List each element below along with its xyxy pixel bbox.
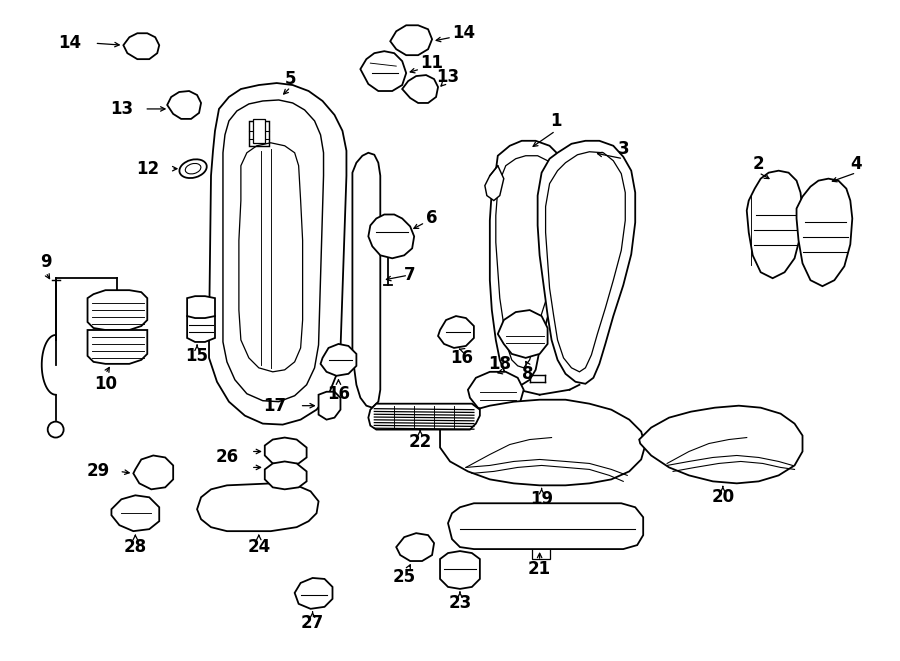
Polygon shape	[438, 316, 474, 348]
Text: 25: 25	[392, 568, 416, 586]
Text: 13: 13	[436, 68, 460, 86]
Polygon shape	[396, 533, 434, 561]
Text: 13: 13	[110, 100, 133, 118]
Text: 23: 23	[448, 594, 472, 612]
Text: 7: 7	[404, 266, 416, 284]
Bar	[275, 471, 296, 483]
Polygon shape	[294, 578, 332, 609]
Text: 28: 28	[124, 538, 147, 556]
Text: 11: 11	[420, 54, 444, 72]
Polygon shape	[209, 83, 346, 424]
Ellipse shape	[179, 159, 207, 178]
Polygon shape	[265, 438, 307, 465]
Polygon shape	[448, 503, 644, 549]
Polygon shape	[197, 483, 319, 531]
Text: 22: 22	[409, 432, 432, 451]
Polygon shape	[490, 141, 572, 385]
Polygon shape	[391, 25, 432, 55]
Text: 18: 18	[489, 355, 511, 373]
Polygon shape	[440, 400, 645, 485]
Text: 5: 5	[285, 70, 296, 88]
Text: 12: 12	[136, 160, 159, 178]
Text: 29: 29	[86, 463, 110, 481]
Polygon shape	[485, 166, 504, 200]
Polygon shape	[187, 312, 215, 342]
Bar	[275, 447, 296, 459]
Polygon shape	[123, 33, 159, 59]
Text: 6: 6	[427, 210, 437, 227]
Text: 10: 10	[94, 375, 117, 393]
Bar	[532, 545, 550, 559]
Text: 9: 9	[40, 253, 51, 271]
Polygon shape	[440, 551, 480, 589]
Polygon shape	[167, 91, 201, 119]
Text: 16: 16	[450, 349, 473, 367]
Polygon shape	[353, 153, 381, 408]
Polygon shape	[498, 310, 547, 358]
Polygon shape	[537, 141, 635, 384]
Polygon shape	[265, 461, 307, 489]
Text: 15: 15	[185, 347, 209, 365]
Polygon shape	[112, 495, 159, 531]
Polygon shape	[747, 171, 803, 278]
Polygon shape	[360, 51, 406, 91]
Polygon shape	[133, 455, 173, 489]
Polygon shape	[87, 330, 148, 364]
Text: 24: 24	[248, 538, 270, 556]
Text: 17: 17	[264, 397, 287, 414]
Text: 8: 8	[522, 365, 534, 383]
Text: 21: 21	[528, 560, 551, 578]
Polygon shape	[368, 214, 414, 258]
Text: 19: 19	[530, 490, 554, 508]
Bar	[245, 497, 261, 507]
Text: 1: 1	[550, 112, 562, 130]
Text: 4: 4	[850, 155, 862, 173]
Bar	[221, 497, 237, 507]
Polygon shape	[468, 372, 524, 414]
Polygon shape	[796, 178, 852, 286]
Polygon shape	[87, 290, 148, 330]
Text: 3: 3	[617, 139, 629, 158]
Bar	[266, 497, 283, 507]
Text: 26: 26	[216, 448, 239, 467]
Polygon shape	[402, 75, 438, 103]
Polygon shape	[319, 392, 340, 420]
Polygon shape	[248, 121, 269, 146]
Polygon shape	[187, 296, 215, 318]
Polygon shape	[253, 119, 265, 143]
Text: 14: 14	[453, 24, 475, 42]
Text: 2: 2	[753, 155, 764, 173]
Text: 14: 14	[58, 34, 82, 52]
Text: 20: 20	[711, 488, 734, 506]
Bar	[289, 497, 304, 507]
Polygon shape	[639, 406, 803, 483]
Text: 16: 16	[327, 385, 350, 403]
Polygon shape	[320, 344, 356, 376]
Polygon shape	[368, 404, 480, 430]
Text: 27: 27	[301, 614, 324, 632]
